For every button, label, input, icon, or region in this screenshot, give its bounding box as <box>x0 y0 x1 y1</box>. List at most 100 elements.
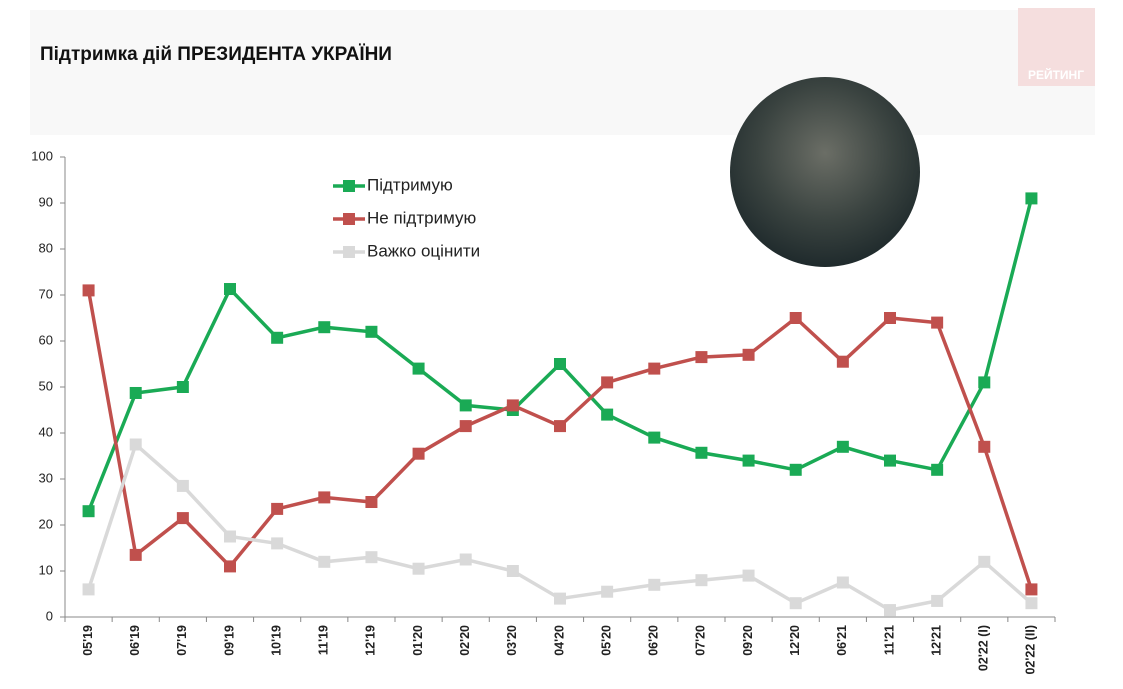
point <box>365 325 378 338</box>
x-tick-label: 11'19 <box>317 625 331 655</box>
legend-marker <box>343 246 355 258</box>
point <box>789 463 802 476</box>
point <box>318 555 331 568</box>
header-band <box>30 10 1095 135</box>
x-tick-label: 05'19 <box>81 625 95 656</box>
point <box>82 583 95 596</box>
point <box>648 362 661 375</box>
series-line <box>86 441 1033 612</box>
point <box>412 447 425 460</box>
point <box>459 420 472 433</box>
point <box>836 576 849 589</box>
logo-box <box>1018 8 1095 86</box>
point <box>176 479 189 492</box>
y-tick-label: 90 <box>39 194 53 209</box>
chart-title: Підтримка дій ПРЕЗИДЕНТА УКРАЇНИ <box>40 44 392 65</box>
point <box>1025 192 1038 205</box>
point <box>931 316 944 329</box>
point <box>129 438 142 451</box>
point <box>836 355 849 368</box>
legend-label: Не підтримую <box>367 208 476 227</box>
x-tick-label: 12'19 <box>364 625 378 656</box>
x-tick-label: 02'20 <box>458 625 472 656</box>
point <box>695 446 708 459</box>
point <box>601 376 614 389</box>
x-tick-label: 11'21 <box>882 625 896 655</box>
point <box>648 431 661 444</box>
point <box>695 574 708 587</box>
point <box>554 592 566 605</box>
point <box>1025 583 1038 596</box>
x-tick-label: 09'19 <box>222 625 236 656</box>
x-tick-label: 06'19 <box>128 625 142 656</box>
x-tick-label: 02'22 (II) <box>1024 625 1038 675</box>
point <box>365 496 378 508</box>
legend-marker <box>343 213 355 225</box>
point <box>271 537 284 550</box>
logo: РЕЙТИНГ <box>1028 67 1084 82</box>
photo <box>730 77 920 267</box>
point <box>176 512 189 525</box>
x-tick-label: 10'19 <box>269 625 283 656</box>
x-tick-label: 06'20 <box>647 625 661 656</box>
y-tick-label: 40 <box>39 424 53 439</box>
point <box>129 548 142 561</box>
y-tick-label: 60 <box>39 332 53 347</box>
point <box>224 530 236 543</box>
x-tick-label: 04'20 <box>552 625 566 656</box>
x-tick-label: 09'20 <box>741 625 755 656</box>
y-tick-label: 10 <box>39 562 53 577</box>
x-tick-label: 02'22 (I) <box>977 625 991 671</box>
y-tick-label: 80 <box>39 240 53 255</box>
point <box>459 399 472 412</box>
point <box>224 283 236 296</box>
y-tick-label: 30 <box>39 470 53 485</box>
point <box>412 562 425 575</box>
point <box>789 312 802 324</box>
point <box>459 553 472 566</box>
point <box>224 560 236 573</box>
legend: Підтримую Не підтримую Важко оцінити <box>333 175 480 260</box>
point <box>601 408 614 421</box>
point <box>82 284 95 297</box>
point <box>695 351 708 364</box>
point <box>884 454 896 467</box>
point <box>318 321 331 334</box>
point <box>836 440 849 453</box>
x-tick-label: 12'20 <box>788 625 802 656</box>
point <box>884 604 896 617</box>
point <box>742 348 755 361</box>
point <box>978 440 991 453</box>
point <box>978 376 991 389</box>
point <box>554 358 566 370</box>
point <box>884 312 896 324</box>
series-line <box>86 290 1034 590</box>
point <box>601 585 614 598</box>
point <box>82 505 95 518</box>
point <box>176 381 189 393</box>
point <box>318 491 331 504</box>
x-tick-label: 07'20 <box>694 625 708 656</box>
point <box>271 331 284 344</box>
y-tick-label: 0 <box>46 608 53 623</box>
point <box>978 555 991 568</box>
legend-label: Підтримую <box>367 175 453 194</box>
point <box>506 399 519 412</box>
y-tick-label: 70 <box>39 286 53 301</box>
point <box>648 578 661 591</box>
point <box>931 463 944 476</box>
point <box>129 386 142 399</box>
y-tick-label: 50 <box>39 378 53 393</box>
x-tick-label: 05'20 <box>599 625 613 656</box>
point <box>412 362 425 375</box>
y-tick-label: 100 <box>31 148 53 163</box>
point <box>742 454 755 467</box>
point <box>365 551 378 564</box>
y-tick-label: 20 <box>39 516 53 531</box>
x-tick-label: 01'20 <box>411 625 425 656</box>
point <box>789 597 802 610</box>
point <box>742 569 755 582</box>
x-tick-label: 07'19 <box>175 625 189 656</box>
x-tick-label: 06'21 <box>835 625 849 656</box>
